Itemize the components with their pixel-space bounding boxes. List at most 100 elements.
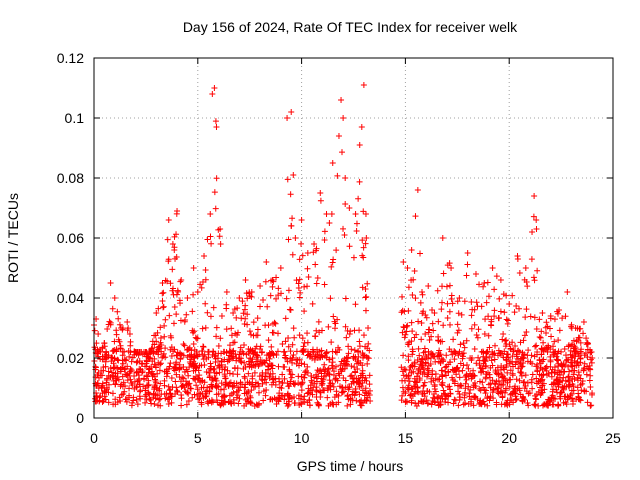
roti-point	[317, 367, 324, 374]
roti-point	[543, 363, 550, 370]
roti-point	[455, 327, 462, 334]
roti-point	[520, 337, 527, 344]
roti-point	[218, 361, 225, 368]
roti-point	[459, 367, 466, 374]
roti-point	[270, 379, 277, 386]
roti-point	[343, 334, 350, 341]
roti-point	[469, 306, 476, 313]
roti-point	[110, 348, 117, 355]
roti-point	[200, 356, 207, 363]
roti-point	[588, 402, 595, 409]
roti-point	[450, 400, 457, 407]
roti-point	[442, 398, 449, 405]
roti-point	[289, 251, 296, 258]
roti-point	[359, 379, 366, 386]
roti-point	[299, 335, 306, 342]
roti-point	[298, 387, 305, 394]
roti-point	[480, 398, 487, 405]
roti-point	[495, 390, 502, 397]
roti-point	[489, 351, 496, 358]
roti-point	[319, 378, 326, 385]
roti-point	[116, 321, 123, 328]
roti-point	[459, 353, 466, 360]
roti-point	[580, 367, 587, 374]
roti-point	[263, 379, 270, 386]
roti-point	[324, 370, 331, 377]
roti-point	[342, 323, 349, 330]
roti-point	[176, 361, 183, 368]
roti-point	[577, 339, 584, 346]
roti-point	[552, 395, 559, 402]
roti-point	[152, 376, 159, 383]
roti-point	[129, 354, 136, 361]
roti-point	[189, 394, 196, 401]
y-tick-label: 0.08	[57, 170, 84, 186]
roti-point	[509, 339, 516, 346]
roti-point	[513, 351, 520, 358]
roti-point	[142, 399, 149, 406]
roti-point	[285, 335, 292, 342]
roti-point	[304, 390, 311, 397]
roti-point	[513, 395, 520, 402]
roti-point	[208, 240, 215, 247]
roti-point	[147, 355, 154, 361]
roti-point	[241, 306, 248, 313]
roti-point	[522, 314, 529, 321]
roti-point	[104, 326, 111, 333]
roti-point	[122, 396, 129, 403]
roti-point	[338, 97, 345, 103]
roti-point	[516, 359, 523, 366]
roti-point	[156, 396, 163, 403]
roti-point	[420, 382, 427, 389]
roti-point	[299, 252, 306, 259]
roti-point	[342, 200, 349, 207]
roti-point	[184, 346, 191, 353]
roti-point	[326, 377, 333, 384]
roti-point	[205, 354, 212, 361]
roti-point	[478, 348, 485, 355]
roti-point	[317, 190, 324, 196]
roti-point	[533, 363, 540, 370]
roti-point	[472, 271, 479, 277]
roti-point	[353, 397, 360, 404]
roti-point	[202, 266, 209, 273]
roti-point	[429, 320, 436, 327]
roti-point	[430, 394, 437, 401]
roti-point	[323, 211, 330, 217]
roti-point	[529, 371, 536, 378]
roti-point	[581, 387, 588, 394]
roti-point	[573, 338, 580, 345]
roti-point	[475, 354, 482, 361]
roti-point	[146, 355, 153, 362]
roti-point	[431, 310, 438, 316]
roti-point	[539, 346, 546, 353]
roti-point	[221, 399, 228, 406]
roti-point	[365, 325, 372, 331]
roti-point	[263, 357, 270, 364]
roti-point	[583, 371, 590, 378]
roti-point	[268, 277, 275, 284]
roti-point	[493, 273, 500, 280]
roti-point	[308, 373, 315, 380]
roti-point	[443, 372, 450, 379]
roti-point	[223, 289, 230, 295]
y-tick-label: 0.06	[57, 230, 84, 246]
roti-point	[476, 385, 483, 392]
roti-point	[155, 305, 162, 312]
roti-point	[522, 383, 529, 390]
roti-point	[570, 367, 577, 374]
roti-point	[156, 367, 163, 374]
roti-point	[207, 233, 214, 240]
roti-point	[367, 398, 374, 405]
roti-point	[215, 343, 222, 350]
roti-point	[209, 376, 216, 383]
roti-point	[320, 387, 327, 394]
roti-point	[339, 365, 346, 372]
roti-point	[485, 381, 492, 388]
roti-point	[430, 353, 437, 360]
roti-point	[215, 390, 222, 397]
roti-point	[160, 304, 167, 311]
roti-point	[405, 386, 412, 393]
roti-point	[288, 109, 295, 115]
roti-point	[360, 208, 367, 215]
